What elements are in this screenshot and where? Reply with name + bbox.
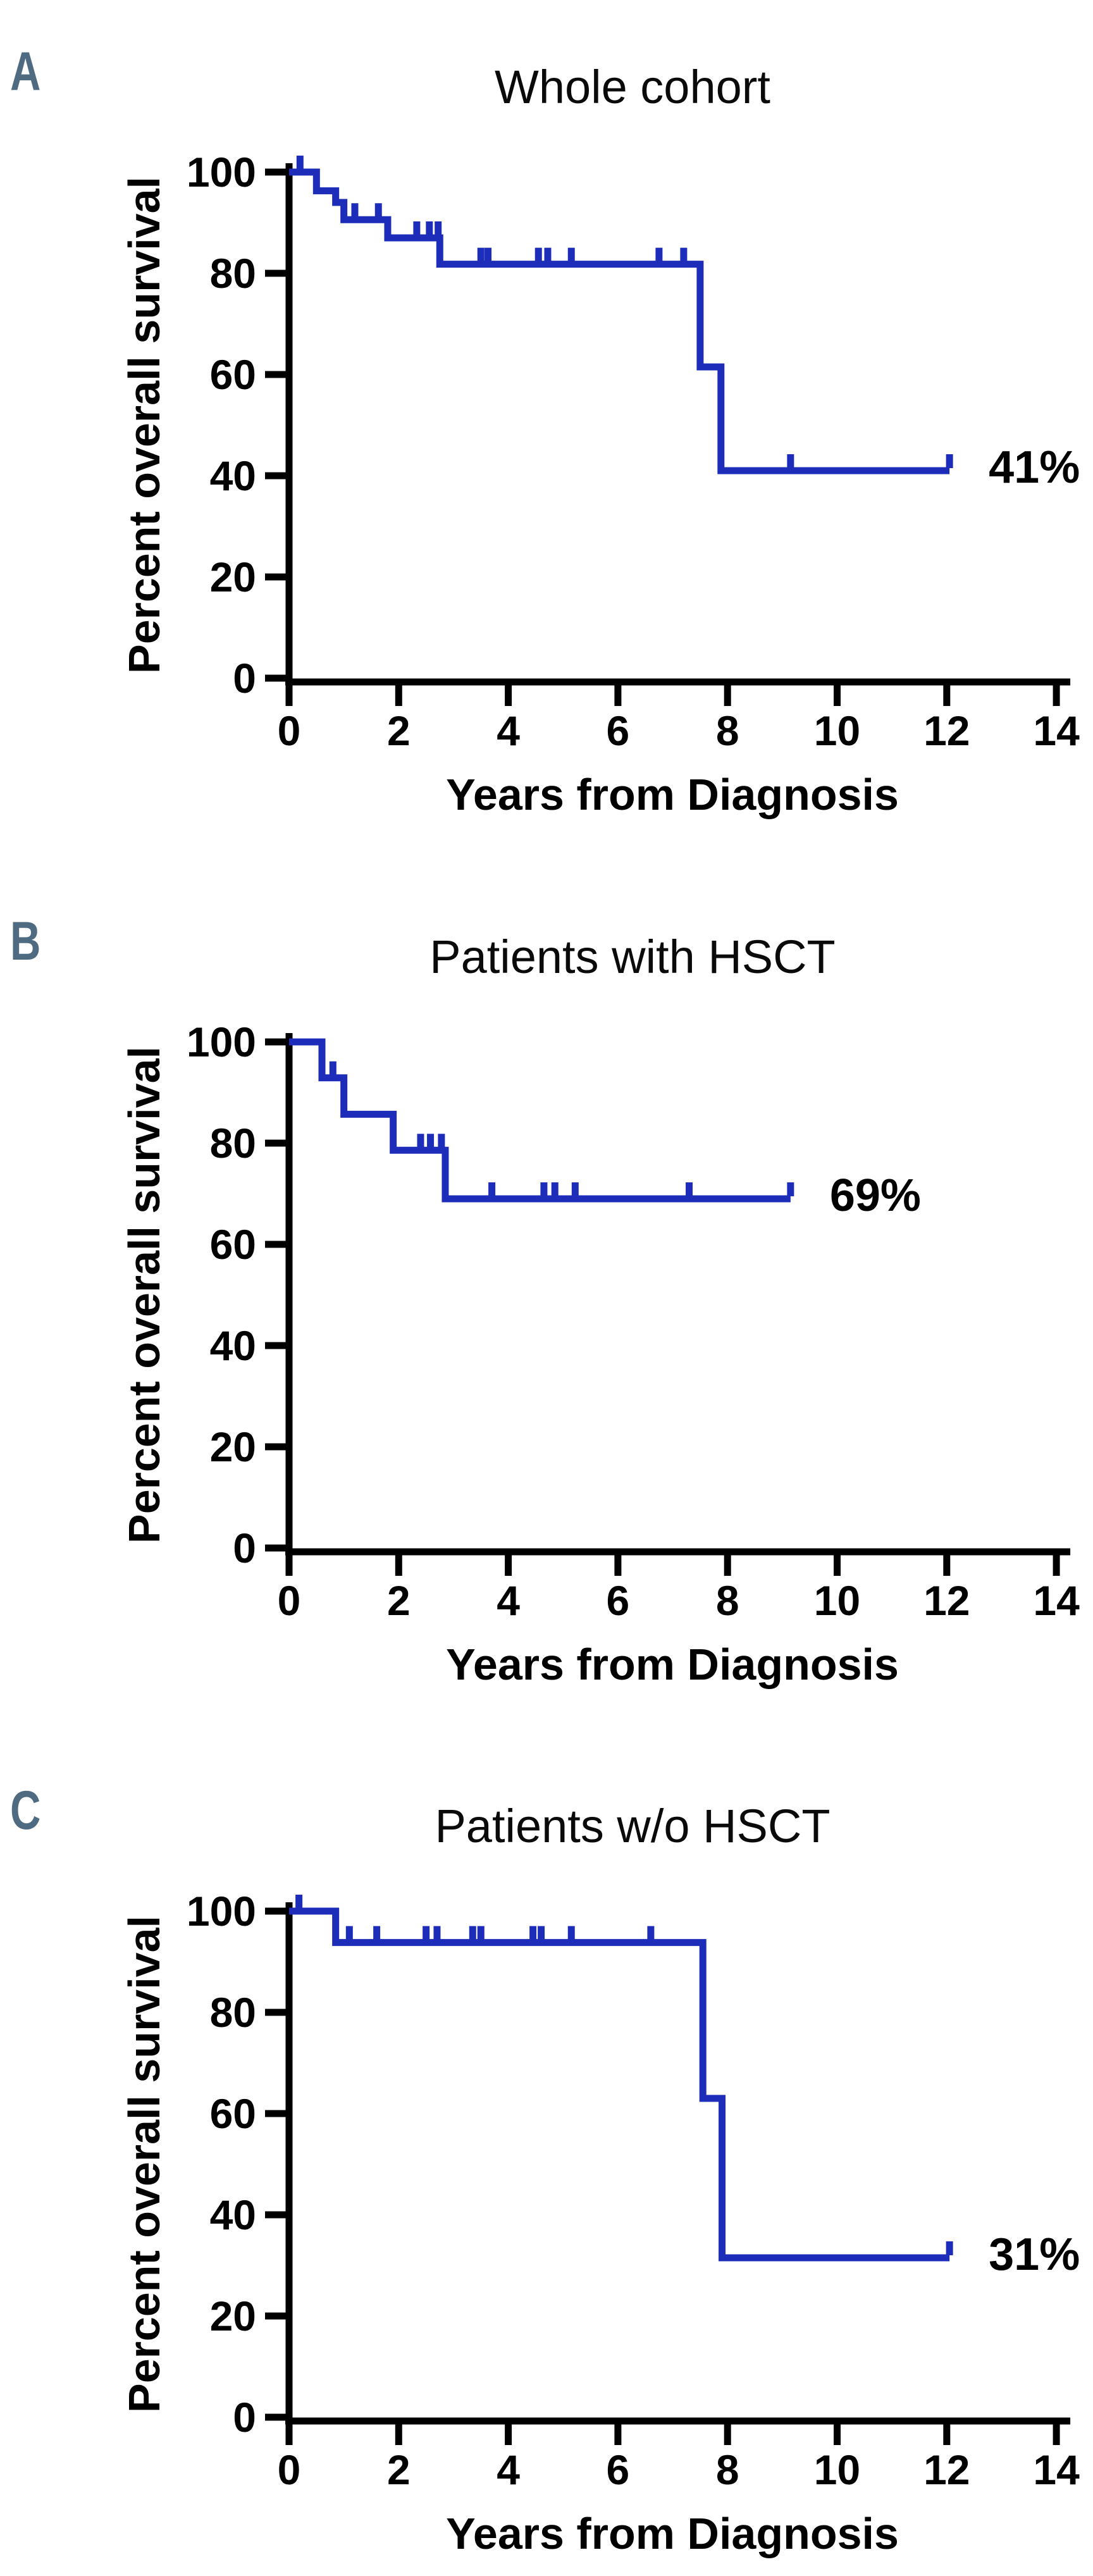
x-tick-label-2: 2	[386, 1577, 411, 1624]
survival-percent-label: 31%	[989, 2229, 1080, 2280]
x-tick-label-14: 14	[1033, 1577, 1080, 1624]
x-tick-label-10: 10	[813, 707, 861, 754]
x-axis-label: Years from Diagnosis	[446, 1640, 899, 1689]
y-tick-label-100: 100	[186, 1019, 256, 1065]
x-tick-label-14: 14	[1033, 707, 1080, 754]
panel-letter: B	[10, 911, 40, 972]
x-tick-label-0: 0	[277, 707, 301, 754]
x-tick-label-10: 10	[813, 1577, 861, 1624]
x-tick-label-4: 4	[497, 2446, 520, 2493]
survival-curve	[289, 1038, 791, 1203]
y-tick-label-100: 100	[186, 149, 256, 195]
survival-percent-label: 41%	[989, 442, 1080, 493]
y-tick-label-40: 40	[209, 452, 256, 499]
km-plot	[265, 1033, 1071, 1576]
panel-title: Whole cohort	[495, 61, 770, 113]
x-tick-label-14: 14	[1033, 2446, 1080, 2493]
y-tick-label-80: 80	[209, 250, 256, 297]
y-tick-label-40: 40	[209, 1322, 256, 1369]
x-tick-label-10: 10	[813, 2446, 861, 2493]
censor-ticks	[296, 156, 953, 468]
x-tick-label-8: 8	[715, 707, 739, 754]
panel-title: Patients w/o HSCT	[435, 1800, 831, 1852]
x-tick-label-4: 4	[497, 707, 520, 754]
x-tick-label-0: 0	[277, 2446, 301, 2493]
y-tick-label-100: 100	[186, 1888, 256, 1935]
y-tick-label-0: 0	[233, 2394, 256, 2441]
x-axis-label: Years from Diagnosis	[446, 2509, 899, 2558]
x-tick-label-6: 6	[606, 1577, 630, 1624]
km-panel-c: C Patients w/o HSCT Percent overall surv…	[0, 1739, 1093, 2576]
km-plot	[265, 1895, 1071, 2445]
y-tick-label-20: 20	[209, 554, 256, 600]
x-tick-label-12: 12	[923, 2446, 970, 2493]
x-tick-label-12: 12	[923, 707, 970, 754]
km-panel-a: A Whole cohort Percent overall survival …	[0, 0, 1093, 870]
km-panel-b: B Patients with HSCT Percent overall sur…	[0, 870, 1093, 1739]
km-plot	[265, 156, 1071, 706]
y-tick-label-0: 0	[233, 655, 256, 702]
y-tick-label-60: 60	[209, 351, 256, 398]
y-tick-label-20: 20	[209, 2293, 256, 2339]
y-tick-label-60: 60	[209, 1221, 256, 1268]
x-tick-label-4: 4	[497, 1577, 520, 1624]
panel-title: Patients with HSCT	[429, 931, 836, 983]
y-tick-label-20: 20	[209, 1423, 256, 1470]
survival-curve	[289, 1907, 950, 2262]
x-tick-label-2: 2	[386, 2446, 411, 2493]
x-tick-label-12: 12	[923, 1577, 970, 1624]
survival-curve	[289, 168, 950, 474]
censor-ticks	[295, 1895, 953, 2255]
x-tick-label-6: 6	[606, 2446, 630, 2493]
x-tick-label-2: 2	[386, 707, 411, 754]
y-tick-label-40: 40	[209, 2191, 256, 2238]
y-tick-label-80: 80	[209, 1989, 256, 2036]
survival-percent-label: 69%	[829, 1170, 921, 1221]
y-tick-label-60: 60	[209, 2090, 256, 2137]
x-axis-label: Years from Diagnosis	[446, 770, 899, 819]
x-tick-label-0: 0	[277, 1577, 301, 1624]
panel-letter: A	[10, 41, 40, 102]
x-tick-label-8: 8	[715, 2446, 739, 2493]
x-tick-label-8: 8	[715, 1577, 739, 1624]
panel-letter: C	[10, 1780, 40, 1841]
y-tick-label-0: 0	[233, 1525, 256, 1571]
censor-ticks	[329, 1061, 794, 1196]
x-tick-label-6: 6	[606, 707, 630, 754]
y-tick-label-80: 80	[209, 1120, 256, 1167]
